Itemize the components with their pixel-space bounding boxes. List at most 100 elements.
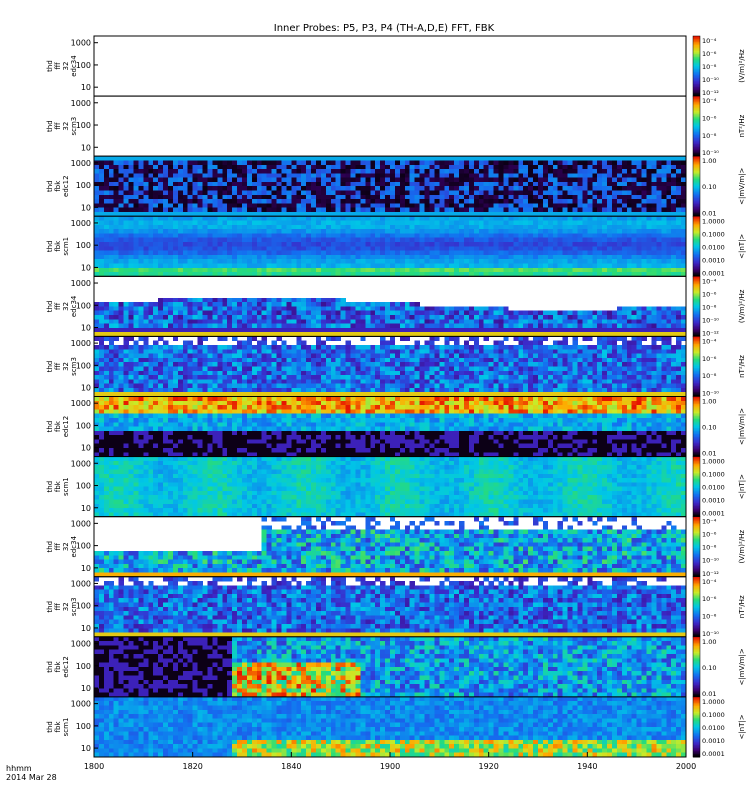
- heatmap-cell: [473, 216, 480, 221]
- heatmap-cell: [656, 267, 662, 273]
- heatmap-cell: [365, 164, 371, 170]
- heatmap-cell: [671, 203, 677, 208]
- heatmap-cell: [513, 319, 519, 324]
- heatmap-cell: [148, 375, 154, 380]
- heatmap-cell: [587, 319, 593, 324]
- heatmap-cell: [666, 259, 672, 264]
- heatmap-cell: [468, 246, 475, 251]
- heatmap-cell: [98, 327, 105, 333]
- heatmap-cell: [251, 216, 258, 221]
- heatmap-cell: [108, 259, 115, 264]
- heatmap-cell: [108, 272, 115, 277]
- heatmap-cell: [237, 233, 243, 239]
- heatmap-cell: [291, 216, 297, 221]
- heatmap-cell: [320, 190, 327, 196]
- heatmap-cell: [503, 216, 509, 221]
- heatmap-cell: [488, 164, 494, 170]
- heatmap-cell: [370, 319, 376, 324]
- heatmap-cell: [276, 319, 282, 324]
- heatmap-cell: [567, 314, 573, 320]
- heatmap-cell: [316, 302, 322, 307]
- heatmap-cell: [424, 246, 430, 251]
- heatmap-cell: [375, 177, 381, 183]
- heatmap-cell: [103, 319, 110, 324]
- heatmap-cell: [202, 327, 208, 333]
- heatmap-cell: [261, 164, 267, 170]
- y-tick-label: 100: [76, 121, 91, 130]
- heatmap-cell: [103, 156, 110, 161]
- heatmap-cell: [360, 306, 366, 311]
- heatmap-cell: [158, 207, 164, 213]
- heatmap-cell: [592, 164, 598, 170]
- heatmap-cell: [143, 190, 149, 196]
- colorbar-band: [693, 66, 700, 69]
- heatmap-cell: [375, 323, 381, 329]
- heatmap-cell: [286, 216, 292, 221]
- heatmap-cell: [325, 272, 332, 277]
- heatmap-cell: [661, 173, 667, 178]
- heatmap-cell: [94, 370, 100, 376]
- heatmap-cell: [464, 207, 470, 213]
- heatmap-cell: [473, 272, 480, 277]
- heatmap-cell: [163, 314, 169, 320]
- heatmap-cell: [513, 199, 519, 204]
- heatmap-cell: [281, 327, 287, 333]
- heatmap-cell: [113, 353, 119, 359]
- heatmap-cell: [528, 199, 534, 204]
- heatmap-cell: [177, 199, 184, 204]
- heatmap-cell: [222, 267, 228, 273]
- heatmap-cell: [335, 272, 341, 277]
- heatmap-cell: [483, 156, 489, 161]
- heatmap-cell: [587, 207, 593, 213]
- heatmap-cell: [528, 164, 534, 170]
- heatmap-cell: [330, 323, 337, 329]
- heatmap-cell: [651, 173, 657, 178]
- heatmap-cell: [626, 160, 633, 166]
- heatmap-cell: [631, 246, 637, 251]
- heatmap-cell: [182, 302, 189, 307]
- heatmap-cell: [222, 336, 228, 342]
- heatmap-cell: [592, 259, 598, 264]
- heatmap-cell: [454, 203, 460, 208]
- heatmap-cell: [498, 306, 504, 311]
- heatmap-cell: [172, 207, 179, 213]
- heatmap-cell: [602, 181, 608, 187]
- heatmap-cell: [217, 254, 223, 260]
- heatmap-cell: [380, 272, 386, 277]
- heatmap-cell: [365, 323, 371, 329]
- heatmap-cell: [335, 267, 341, 273]
- heatmap-cell: [681, 306, 687, 311]
- heatmap-cell: [251, 173, 258, 178]
- heatmap-cell: [222, 237, 228, 243]
- heatmap-cell: [118, 186, 124, 191]
- heatmap-cell: [518, 164, 524, 170]
- heatmap-cell: [444, 203, 450, 208]
- heatmap-cell: [197, 297, 203, 303]
- heatmap-cell: [217, 194, 223, 200]
- heatmap-cell: [192, 254, 198, 260]
- heatmap-cell: [158, 237, 164, 243]
- heatmap-cell: [454, 177, 460, 183]
- heatmap-cell: [370, 177, 376, 183]
- heatmap-cell: [296, 229, 302, 234]
- heatmap-cell: [621, 272, 628, 277]
- heatmap-cell: [202, 211, 208, 217]
- heatmap-cell: [681, 190, 687, 196]
- heatmap-cell: [192, 272, 198, 277]
- heatmap-cell: [316, 233, 322, 239]
- heatmap-cell: [143, 327, 149, 333]
- heatmap-cell: [394, 237, 401, 243]
- heatmap-cell: [404, 186, 411, 191]
- heatmap-cell: [325, 314, 332, 320]
- heatmap-cell: [587, 259, 593, 264]
- heatmap-cell: [459, 332, 465, 337]
- heatmap-cell: [113, 181, 119, 187]
- heatmap-cell: [557, 207, 563, 213]
- y-tick-label: 100: [76, 61, 91, 70]
- heatmap-cell: [380, 220, 386, 226]
- heatmap-cell: [429, 199, 435, 204]
- heatmap-cell: [128, 259, 134, 264]
- colorbar-band: [693, 217, 700, 220]
- heatmap-cell: [533, 169, 539, 174]
- heatmap-cell: [301, 229, 307, 234]
